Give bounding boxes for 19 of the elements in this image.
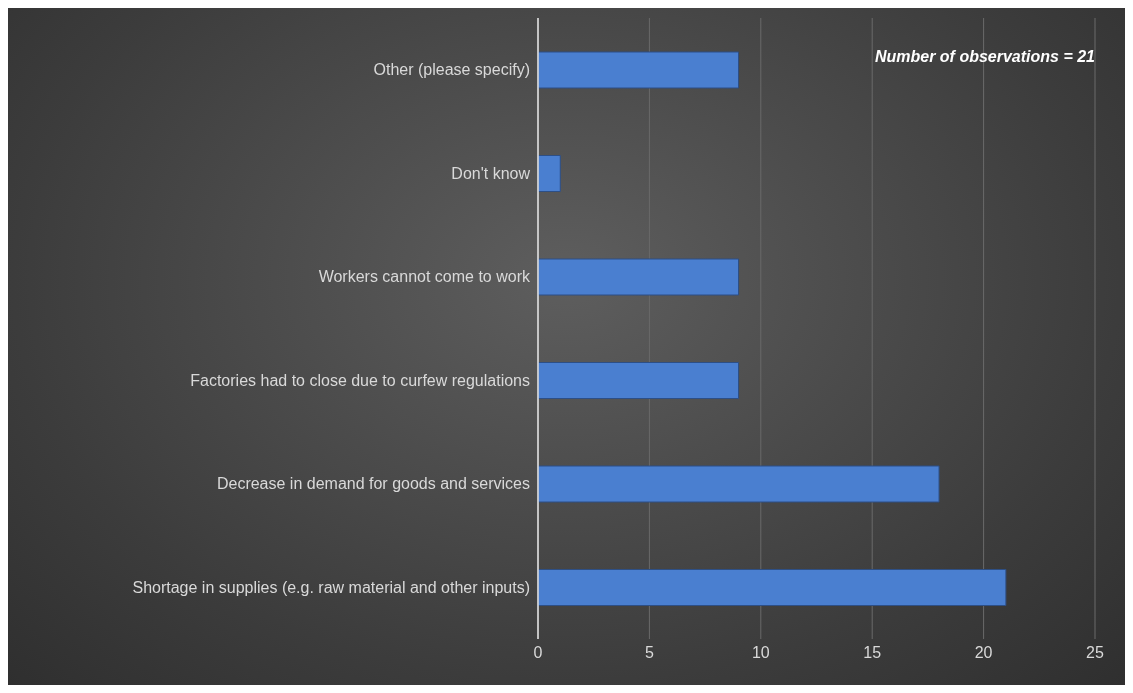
bar — [538, 362, 740, 399]
y-tick-label: Don't know — [451, 164, 531, 182]
bar — [538, 569, 1007, 606]
x-tick-label: 15 — [863, 644, 882, 662]
x-tick-label: 10 — [751, 644, 770, 662]
bar — [538, 51, 740, 89]
annotation: Number of observations = 21 — [874, 48, 1095, 66]
y-tick-label: Workers cannot come to work — [318, 268, 531, 286]
bar — [538, 465, 940, 503]
x-tick-label: 5 — [644, 644, 654, 662]
y-tick-label: Factories had to close due to curfew regulations — [190, 371, 530, 389]
x-tick-label: 25 — [1086, 644, 1104, 662]
bar — [538, 155, 561, 192]
y-tick-label: Shortage in supplies (e.g. raw material and other inputs) — [132, 578, 530, 596]
x-tick-label: 0 — [533, 644, 543, 662]
x-tick-label: 20 — [974, 644, 993, 662]
y-tick-label: Decrease in demand for goods and services — [216, 475, 530, 493]
bar — [538, 258, 740, 296]
y-tick-label: Other (please specify) — [373, 61, 530, 79]
